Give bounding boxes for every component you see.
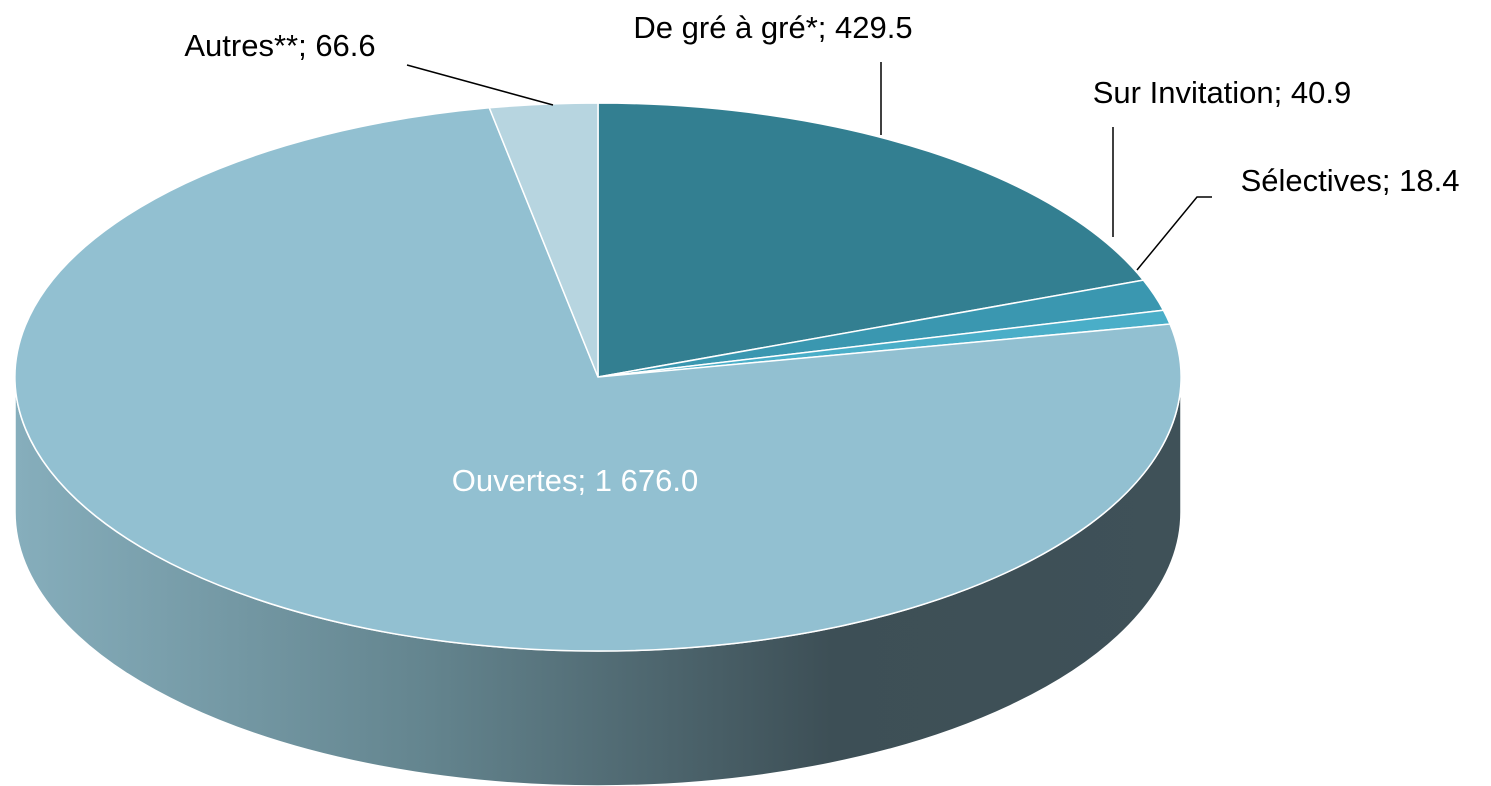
data-label: Ouvertes; 1 676.0: [452, 463, 698, 498]
label-value: 429.5: [835, 10, 913, 45]
label-value: 18.4: [1399, 163, 1459, 198]
pie: [14, 102, 1182, 786]
label-value: 66.6: [315, 28, 375, 63]
data-label: Sélectives; 18.4: [1241, 163, 1460, 198]
leader-line: [406, 64, 554, 106]
label-separator: ;: [298, 28, 315, 63]
pie-slice: [597, 102, 1145, 378]
label-separator: ;: [1382, 163, 1399, 198]
data-label: Sur Invitation; 40.9: [1093, 75, 1352, 110]
data-label: De gré à gré*; 429.5: [633, 10, 912, 45]
label-category: De gré à gré*: [633, 10, 817, 45]
label-separator: ;: [818, 10, 835, 45]
leader-line: [1136, 196, 1212, 271]
label-category: Sélectives: [1241, 163, 1382, 198]
pie-slice: [488, 102, 599, 378]
labels: De gré à gré*; 429.5 Sur Invitation; 40.9…: [184, 10, 1459, 498]
label-value: 1 676.0: [595, 463, 698, 498]
data-label: Autres**; 66.6: [184, 28, 375, 63]
label-separator: ;: [1274, 75, 1291, 110]
label-value: 40.9: [1291, 75, 1351, 110]
label-separator: ;: [578, 463, 595, 498]
label-category: Ouvertes: [452, 463, 578, 498]
pie-slice: [14, 107, 1182, 652]
label-category: Autres**: [184, 28, 298, 63]
label-category: Sur Invitation: [1093, 75, 1274, 110]
